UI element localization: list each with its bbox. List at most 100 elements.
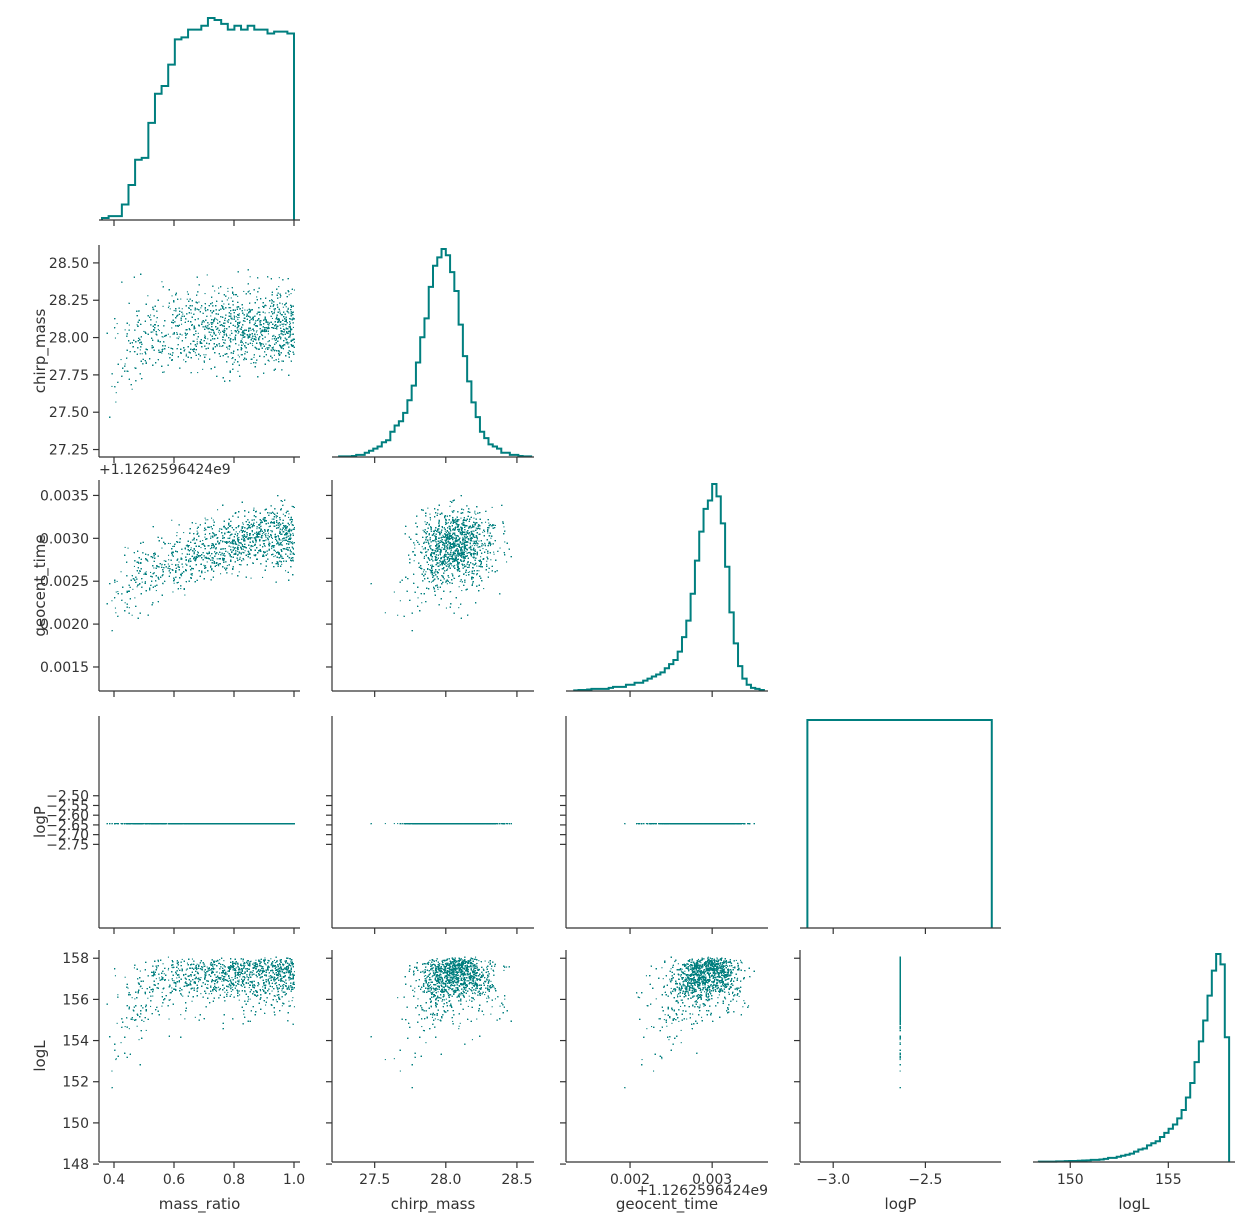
scatter-point xyxy=(230,346,231,347)
scatter-point xyxy=(162,336,163,337)
scatter-point xyxy=(116,392,117,393)
scatter-point xyxy=(200,307,201,308)
scatter-point xyxy=(243,343,244,344)
scatter-point xyxy=(227,299,228,300)
scatter-point xyxy=(249,290,250,291)
scatter-point xyxy=(178,338,179,339)
scatter-point xyxy=(163,306,164,307)
scatter-point xyxy=(202,369,203,370)
scatter-point xyxy=(210,329,211,330)
scatter-point xyxy=(168,353,169,354)
scatter-point xyxy=(158,329,159,330)
scatter-point xyxy=(292,334,293,335)
scatter-point xyxy=(182,334,183,335)
scatter-point xyxy=(172,295,173,296)
scatter-point xyxy=(231,330,232,331)
scatter-point xyxy=(197,339,198,340)
scatter-point xyxy=(282,303,283,304)
scatter-point xyxy=(146,362,147,363)
scatter-point xyxy=(242,307,243,308)
scatter-point xyxy=(245,346,246,347)
scatter-point xyxy=(234,317,235,318)
scatter-point xyxy=(268,333,269,334)
scatter-point xyxy=(224,343,225,344)
scatter-point xyxy=(227,348,228,349)
scatter-point xyxy=(156,321,157,322)
scatter-point xyxy=(238,333,239,334)
scatter-point xyxy=(278,359,279,360)
scatter-point xyxy=(170,308,171,309)
scatter-point xyxy=(205,354,206,355)
scatter-point xyxy=(272,318,273,319)
scatter-point xyxy=(129,325,130,326)
scatter-point xyxy=(171,327,172,328)
scatter-point xyxy=(245,351,246,352)
scatter-point xyxy=(132,389,133,390)
scatter-point xyxy=(198,333,199,334)
scatter-point xyxy=(170,336,171,337)
scatter-point xyxy=(230,307,231,308)
scatter-point xyxy=(237,296,238,297)
scatter-point xyxy=(273,347,274,348)
scatter-point xyxy=(117,323,118,324)
scatter-point xyxy=(262,335,263,336)
scatter-point xyxy=(194,341,195,342)
scatter-point xyxy=(140,353,141,354)
scatter-point xyxy=(275,340,276,341)
scatter-point xyxy=(250,276,251,277)
scatter-point xyxy=(197,341,198,342)
scatter-point xyxy=(283,326,284,327)
scatter-point xyxy=(247,310,248,311)
scatter-point xyxy=(271,327,272,328)
scatter-point xyxy=(198,302,199,303)
scatter-point xyxy=(249,336,250,337)
scatter-point xyxy=(161,281,162,282)
scatter-point xyxy=(256,296,257,297)
scatter-point xyxy=(245,321,246,322)
scatter-point xyxy=(236,316,237,317)
scatter-mass_ratio-chirp_mass xyxy=(107,269,295,417)
scatter-point xyxy=(276,339,277,340)
scatter-point xyxy=(187,329,188,330)
scatter-point xyxy=(183,359,184,360)
scatter-point xyxy=(243,291,244,292)
scatter-point xyxy=(239,313,240,314)
scatter-point xyxy=(286,306,287,307)
scatter-point xyxy=(182,308,183,309)
scatter-point xyxy=(240,322,241,323)
scatter-point xyxy=(220,332,221,333)
scatter-point xyxy=(288,312,289,313)
scatter-point xyxy=(174,310,175,311)
scatter-point xyxy=(142,353,143,354)
scatter-point xyxy=(172,334,173,335)
scatter-point xyxy=(143,331,144,332)
scatter-point xyxy=(262,306,263,307)
scatter-point xyxy=(229,349,230,350)
scatter-point xyxy=(237,319,238,320)
scatter-point xyxy=(121,359,122,360)
scatter-point xyxy=(195,333,196,334)
scatter-point xyxy=(186,354,187,355)
scatter-point xyxy=(150,315,151,316)
scatter-point xyxy=(240,328,241,329)
scatter-point xyxy=(278,286,279,287)
scatter-point xyxy=(244,310,245,311)
scatter-point xyxy=(111,386,112,387)
scatter-point xyxy=(273,335,274,336)
scatter-point xyxy=(255,337,256,338)
scatter-point xyxy=(140,349,141,350)
panel-mass_ratio-mass_ratio xyxy=(99,18,300,226)
scatter-point xyxy=(177,338,178,339)
scatter-point xyxy=(230,335,231,336)
scatter-point xyxy=(280,337,281,338)
scatter-point xyxy=(227,320,228,321)
scatter-point xyxy=(231,297,232,298)
scatter-point xyxy=(230,318,231,319)
scatter-point xyxy=(198,359,199,360)
scatter-point xyxy=(217,320,218,321)
scatter-point xyxy=(218,332,219,333)
scatter-point xyxy=(203,354,204,355)
scatter-point xyxy=(137,324,138,325)
